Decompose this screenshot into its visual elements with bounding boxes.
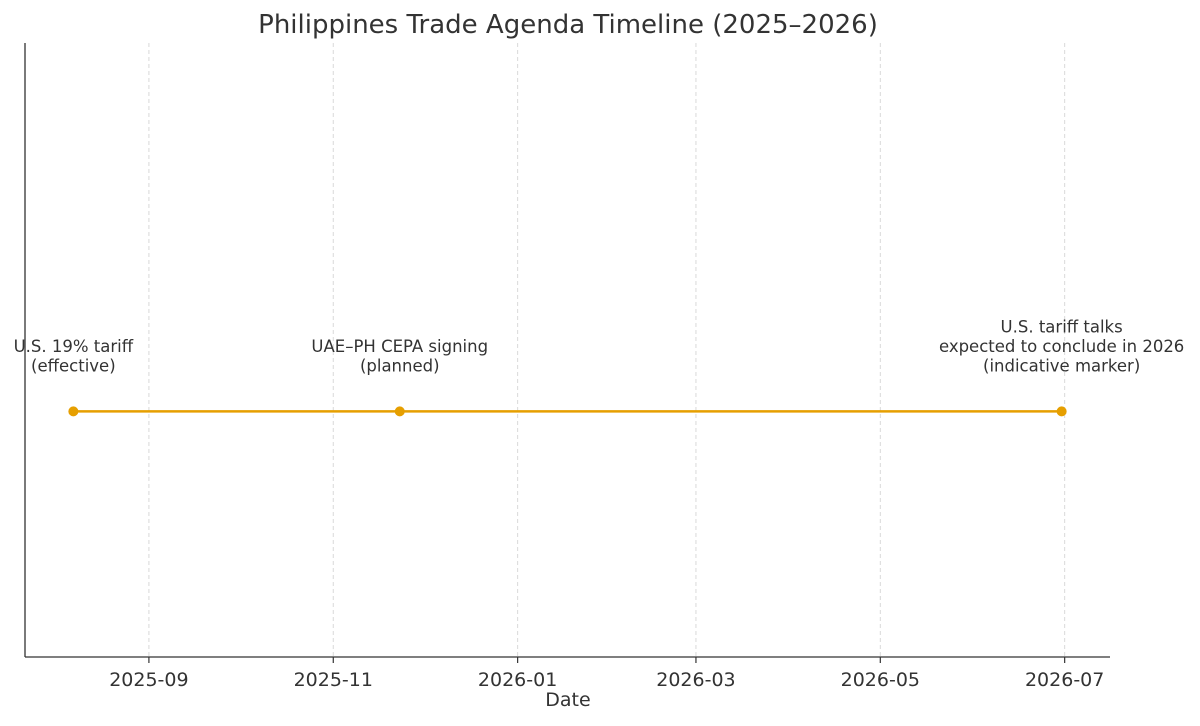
timeline-marker (1056, 406, 1067, 417)
x-tick-label: 2026-03 (656, 669, 735, 691)
event-label: U.S. 19% tariff (14, 337, 134, 356)
x-tick-label: 2025-09 (109, 669, 188, 691)
x-tick-label: 2026-07 (1025, 669, 1104, 691)
timeline-marker (394, 406, 405, 417)
x-tick-label: 2025-11 (294, 669, 373, 691)
x-tick-label: 2026-01 (478, 669, 557, 691)
event-label: UAE–PH CEPA signing (311, 337, 488, 356)
x-tick-label: 2026-05 (841, 669, 920, 691)
chart-title: Philippines Trade Agenda Timeline (2025–… (258, 10, 878, 40)
event-label: expected to conclude in 2026 (939, 337, 1184, 356)
event-label: (effective) (31, 356, 116, 375)
event-label: (planned) (360, 356, 440, 375)
timeline-marker (68, 406, 79, 417)
event-label: U.S. tariff talks (1001, 317, 1123, 336)
x-axis-label: Date (545, 689, 590, 711)
event-label: (indicative marker) (983, 356, 1140, 375)
